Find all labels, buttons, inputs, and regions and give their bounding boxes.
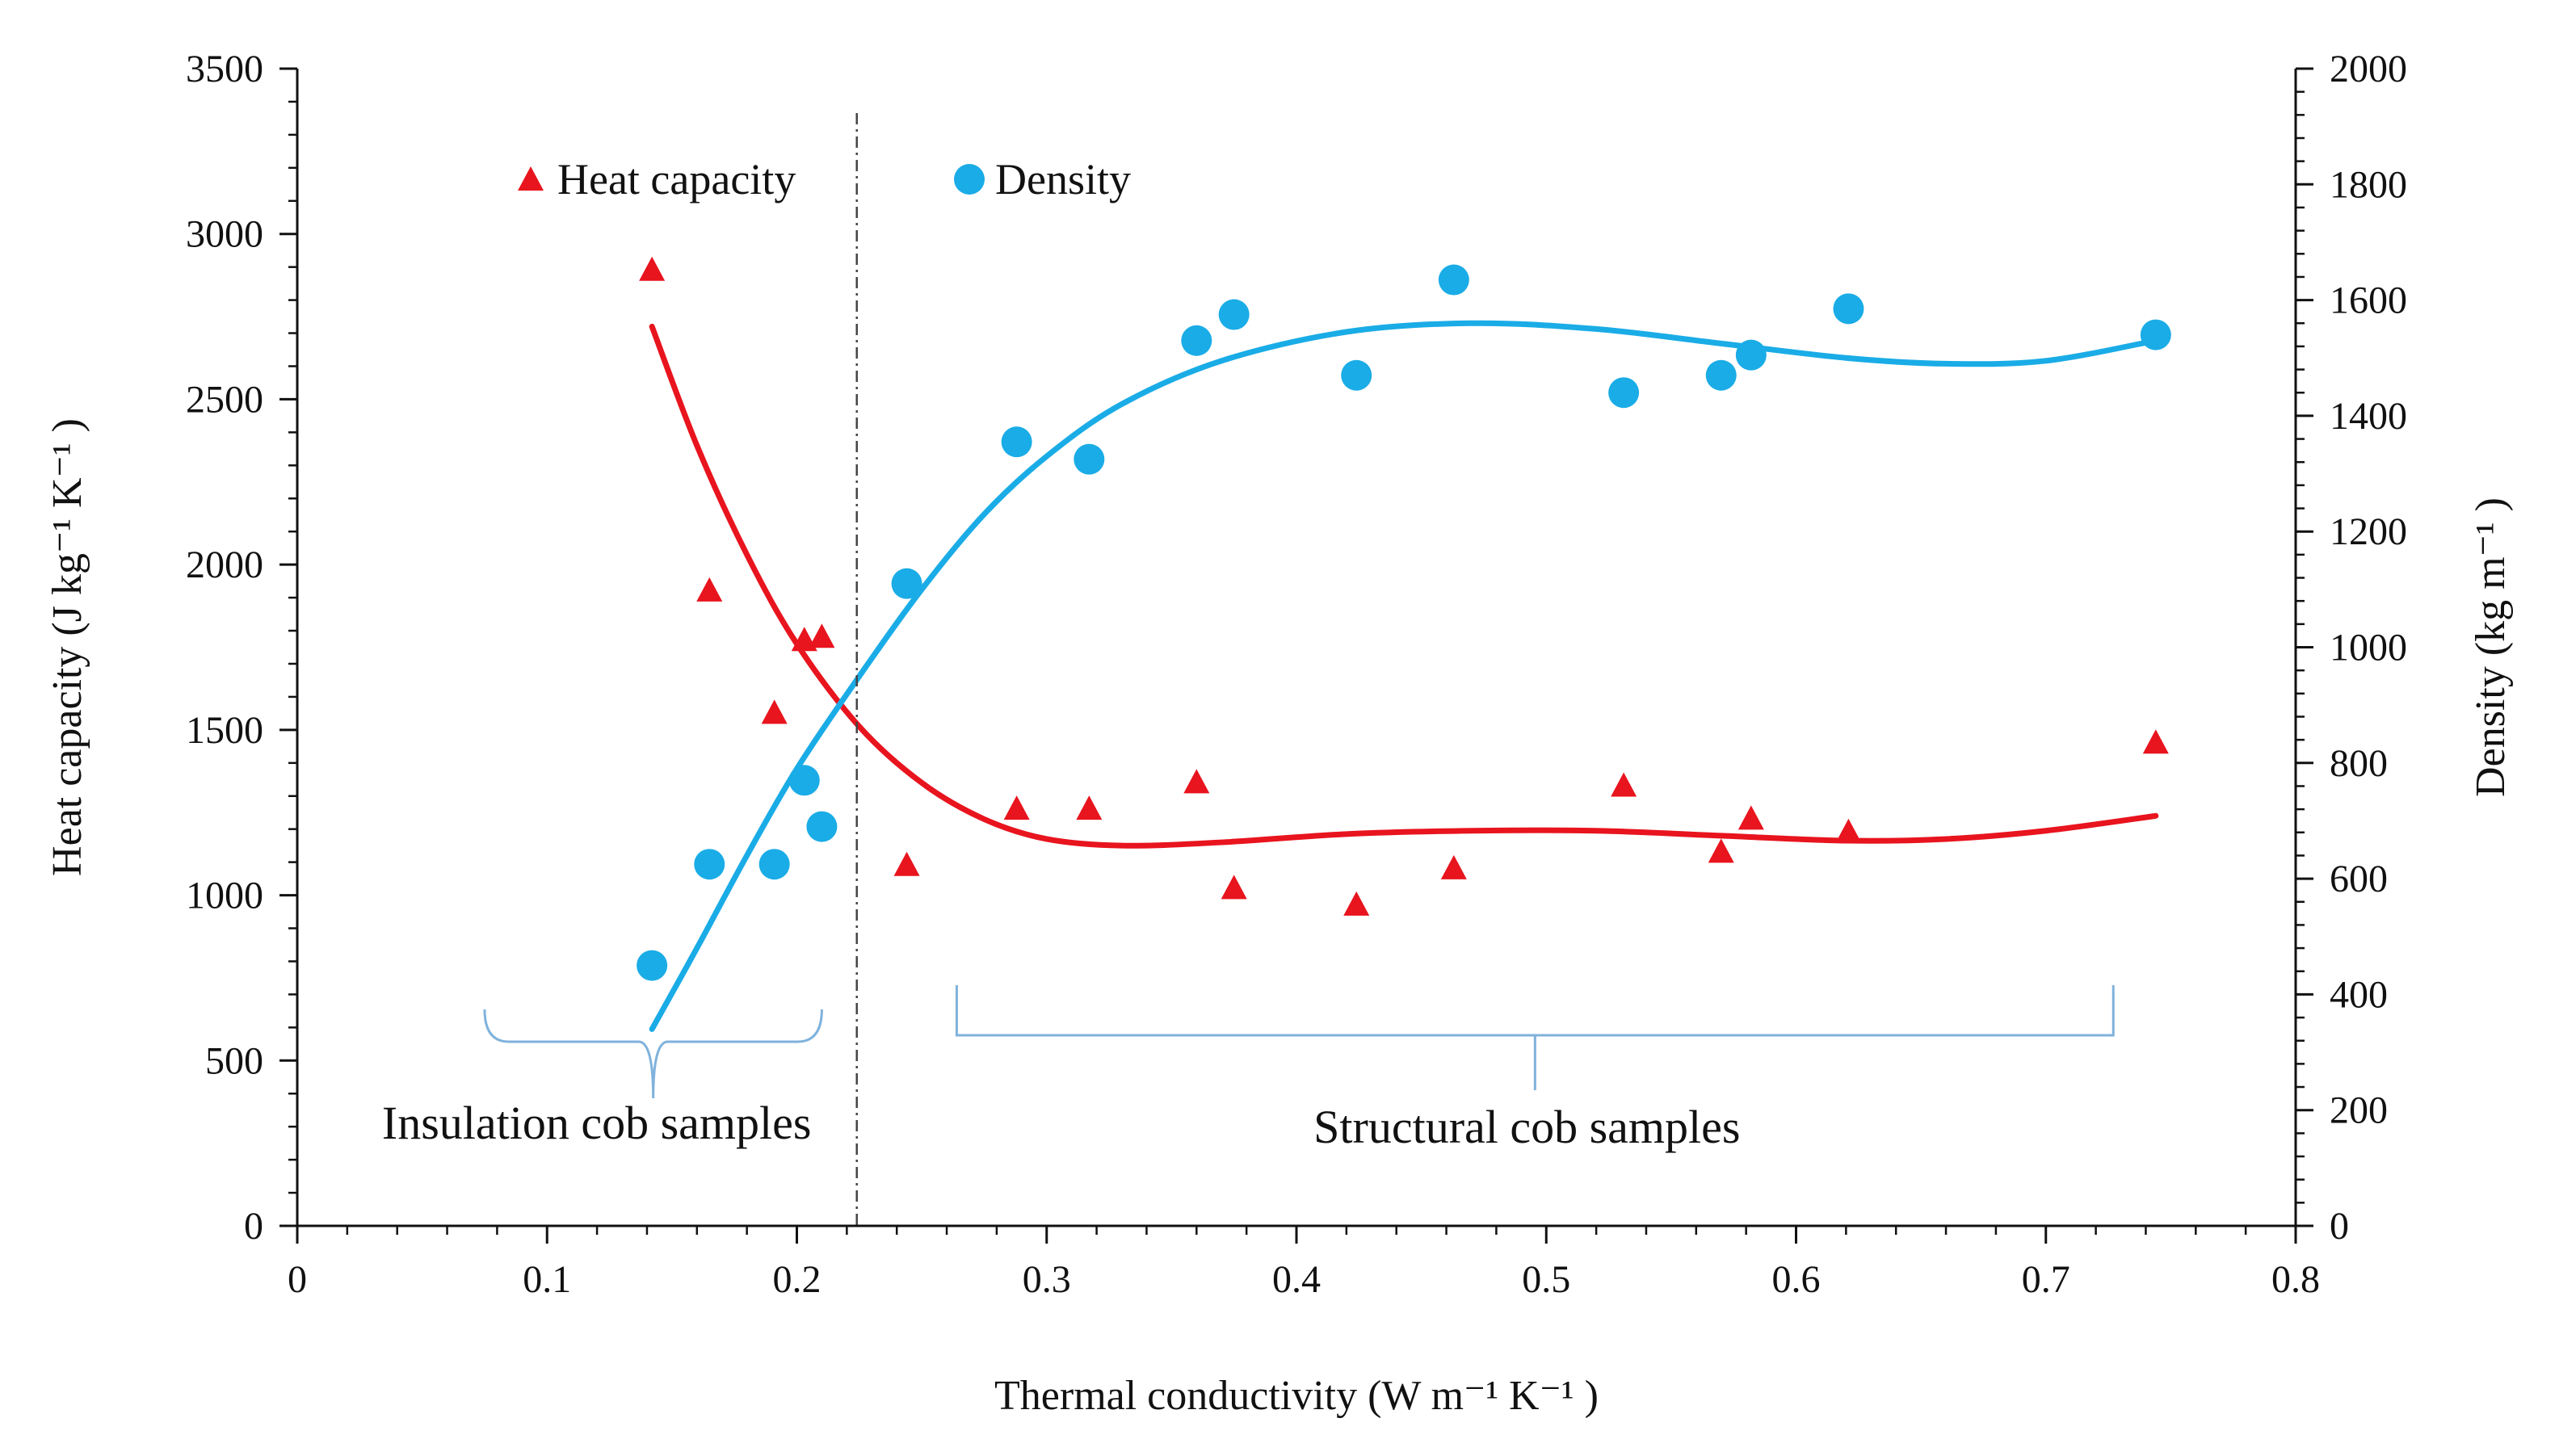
y-right-tick-label: 600: [2330, 858, 2388, 900]
density-point: [1735, 339, 1767, 371]
heat-capacity-point: [1183, 769, 1210, 794]
heat-capacity-point: [1708, 838, 1734, 863]
density-point: [758, 849, 790, 880]
density-point: [1341, 359, 1372, 391]
y-left-tick-label: 3000: [186, 213, 263, 256]
heat-capacity-point: [1738, 805, 1764, 830]
y-right-axis-title: Density (kg m⁻¹ ): [2468, 497, 2514, 797]
y-right-tick-label: 2000: [2330, 48, 2407, 90]
x-tick-label: 0.4: [1272, 1258, 1321, 1301]
density-point: [637, 950, 668, 981]
density-point: [1608, 377, 1640, 409]
density-point: [1438, 264, 1469, 296]
density-point: [1181, 325, 1212, 356]
y-right-tick-label: 800: [2330, 742, 2388, 785]
density-point: [788, 765, 820, 796]
y-right-tick-label: 1200: [2330, 510, 2407, 553]
x-tick-label: 0.2: [773, 1258, 821, 1301]
series-layer: [637, 256, 2171, 1032]
x-tick-label: 0.6: [1772, 1258, 1821, 1301]
y-left-tick-label: 500: [205, 1039, 263, 1082]
annotation-layer: Insulation cob samples Structural cob sam…: [382, 113, 2115, 1226]
y-right-tick-label: 1600: [2330, 279, 2407, 322]
structural-bracket: [955, 985, 2115, 1090]
legend-density-label: Density: [995, 155, 1131, 204]
y-left-tick-label: 0: [244, 1205, 263, 1248]
legend-heat-capacity-marker: [518, 166, 544, 191]
y-right-tick-label: 1000: [2330, 627, 2407, 669]
y-left-axis-title: Heat capacity (J kg⁻¹ K⁻¹ ): [44, 418, 90, 876]
axes-layer: 0 0.1 0.2 0.3 0.4 0.5 0.6 0.7 0.8050010001500200…: [44, 48, 2514, 1419]
heat-capacity-point: [2142, 729, 2169, 754]
x-tick-label: 0.1: [523, 1258, 571, 1301]
heat-capacity-point: [1003, 795, 1030, 820]
x-tick-label: 0.8: [2271, 1258, 2320, 1301]
density-point: [2140, 319, 2171, 350]
legend: Heat capacity Density: [518, 155, 1131, 204]
heat-capacity-point: [696, 577, 723, 602]
density-point: [1001, 426, 1032, 458]
density-point: [694, 849, 725, 880]
density-point: [1833, 293, 1864, 325]
y-right-tick-label: 0: [2330, 1205, 2349, 1248]
x-tick-label: 0: [288, 1258, 307, 1301]
heat-capacity-point: [893, 851, 920, 876]
y-left-tick-label: 2500: [186, 378, 263, 421]
structural-label: Structural cob samples: [1313, 1101, 1740, 1153]
density-point: [1218, 299, 1250, 330]
y-left-tick-label: 2000: [186, 543, 263, 586]
heat-capacity-point: [639, 256, 666, 281]
heat-capacity-point: [761, 699, 788, 724]
heat-capacity-point: [1440, 854, 1467, 879]
heat-capacity-trend-line: [649, 323, 2159, 849]
y-right-tick-label: 1800: [2330, 163, 2407, 206]
insulation-label: Insulation cob samples: [382, 1097, 812, 1149]
density-point: [1074, 443, 1105, 475]
heat-capacity-point: [1343, 891, 1370, 916]
y-left-tick-label: 3500: [186, 48, 263, 90]
x-tick-label: 0.3: [1023, 1258, 1071, 1301]
x-tick-label: 0.7: [2022, 1258, 2070, 1301]
insulation-brace: [483, 1009, 823, 1099]
density-trend-line: [649, 320, 2159, 1032]
legend-density-marker: [954, 164, 985, 195]
y-right-tick-label: 1400: [2330, 395, 2407, 438]
y-right-tick-label: 200: [2330, 1089, 2388, 1132]
density-point: [891, 568, 922, 599]
heat-capacity-point: [1221, 875, 1247, 900]
heat-capacity-point: [1076, 795, 1103, 820]
legend-heat-capacity-label: Heat capacity: [557, 155, 796, 204]
heat-capacity-point: [809, 623, 835, 648]
density-point: [806, 811, 838, 842]
heat-capacity-point: [1611, 772, 1637, 797]
y-left-tick-label: 1500: [186, 709, 263, 752]
heat-capacity-point: [1835, 818, 1862, 843]
x-tick-label: 0.5: [1522, 1258, 1570, 1301]
density-point: [1705, 359, 1737, 391]
x-axis-title: Thermal conductivity (W m⁻¹ K⁻¹ ): [994, 1373, 1599, 1419]
y-right-tick-label: 400: [2330, 973, 2388, 1016]
y-left-tick-label: 1000: [186, 875, 263, 917]
